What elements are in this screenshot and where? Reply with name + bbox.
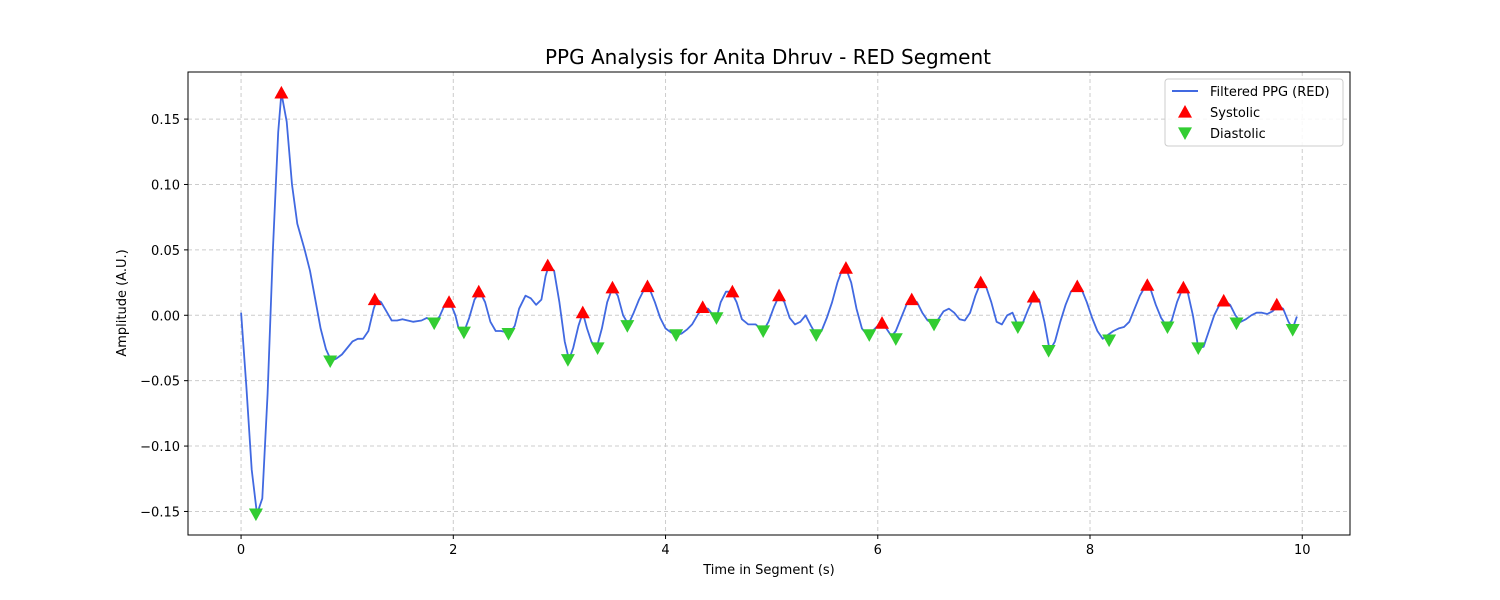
diastolic-marker	[560, 354, 575, 367]
systolic-marker	[442, 295, 457, 308]
legend-label: Filtered PPG (RED)	[1210, 85, 1330, 100]
legend-systolic-swatch	[1178, 105, 1192, 118]
systolic-marker	[875, 316, 890, 329]
systolic-marker	[973, 275, 988, 289]
x-axis-ticks: 0 2 4 6 8 10	[237, 535, 1311, 558]
legend-diastolic-swatch	[1178, 127, 1192, 140]
grid	[188, 72, 1350, 535]
systolic-marker	[274, 85, 289, 99]
axes-frame	[187, 71, 1351, 536]
systolic-marker	[640, 279, 655, 293]
x-tick-label: 0	[237, 543, 245, 558]
systolic-marker	[1216, 293, 1231, 307]
diastolic-marker	[888, 333, 903, 346]
diastolic-marker	[1041, 344, 1056, 358]
systolic-marker	[1176, 280, 1191, 294]
diastolic-marker	[1191, 342, 1206, 355]
systolic-marker	[1269, 297, 1284, 311]
systolic-marker	[575, 305, 590, 319]
systolic-marker	[904, 292, 919, 306]
diastolic-marker	[1102, 334, 1117, 348]
y-tick-label: −0.05	[140, 375, 180, 390]
systolic-marker	[1070, 279, 1085, 293]
diastolic-marker	[1010, 321, 1025, 335]
y-tick-label: 0.05	[151, 244, 180, 259]
x-tick-label: 10	[1294, 543, 1311, 558]
chart-title: PPG Analysis for Anita Dhruv - RED Segme…	[545, 45, 991, 69]
x-tick-label: 4	[661, 543, 669, 558]
systolic-marker	[772, 288, 787, 302]
systolic-marker	[367, 292, 382, 306]
systolic-marker	[725, 284, 740, 298]
systolic-marker	[540, 258, 555, 272]
diastolic-marker	[756, 325, 771, 338]
systolic-marker	[1140, 278, 1155, 291]
legend: Filtered PPG (RED) Systolic Diastolic	[1164, 78, 1344, 147]
systolic-marker	[605, 280, 620, 294]
x-tick-label: 8	[1086, 543, 1094, 558]
y-tick-label: 0.00	[151, 309, 180, 324]
legend-box	[1164, 78, 1344, 147]
y-tick-label: 0.10	[151, 178, 180, 193]
diastolic-marker	[862, 329, 877, 342]
diastolic-marker	[1285, 324, 1300, 337]
diastolic-marker	[427, 317, 442, 331]
diastolic-marker	[927, 318, 942, 332]
legend-label: Diastolic	[1210, 127, 1266, 142]
diastolic-marker	[809, 329, 824, 342]
systolic-marker	[1026, 289, 1041, 303]
systolic-marker	[471, 284, 486, 298]
diastolic-marker	[456, 326, 471, 340]
y-tick-label: 0.15	[151, 113, 180, 128]
y-tick-label: −0.15	[140, 505, 180, 520]
plot-area	[240, 85, 1300, 522]
systolic-marker	[838, 261, 853, 274]
x-tick-label: 6	[874, 543, 882, 558]
ppg-series-line	[240, 92, 1298, 515]
diastolic-marker	[1160, 321, 1175, 335]
diastolic-marker	[248, 508, 263, 522]
diastolic-marker	[590, 342, 605, 355]
diastolic-marker	[620, 320, 635, 333]
legend-label: Systolic	[1210, 106, 1260, 121]
diastolic-marker	[669, 329, 684, 342]
diastolic-marker	[709, 312, 724, 325]
y-axis-ticks: −0.15 −0.10 −0.05 0.00 0.05 0.10 0.15	[140, 113, 188, 520]
systolic-marker	[695, 300, 710, 314]
y-tick-label: −0.10	[140, 440, 180, 455]
diastolic-marker	[1229, 317, 1244, 331]
diastolic-marker	[501, 327, 516, 341]
y-axis-label: Amplitude (A.U.)	[115, 249, 130, 356]
x-axis-label: Time in Segment (s)	[702, 563, 834, 578]
x-tick-label: 2	[449, 543, 457, 558]
diastolic-marker	[323, 355, 338, 369]
